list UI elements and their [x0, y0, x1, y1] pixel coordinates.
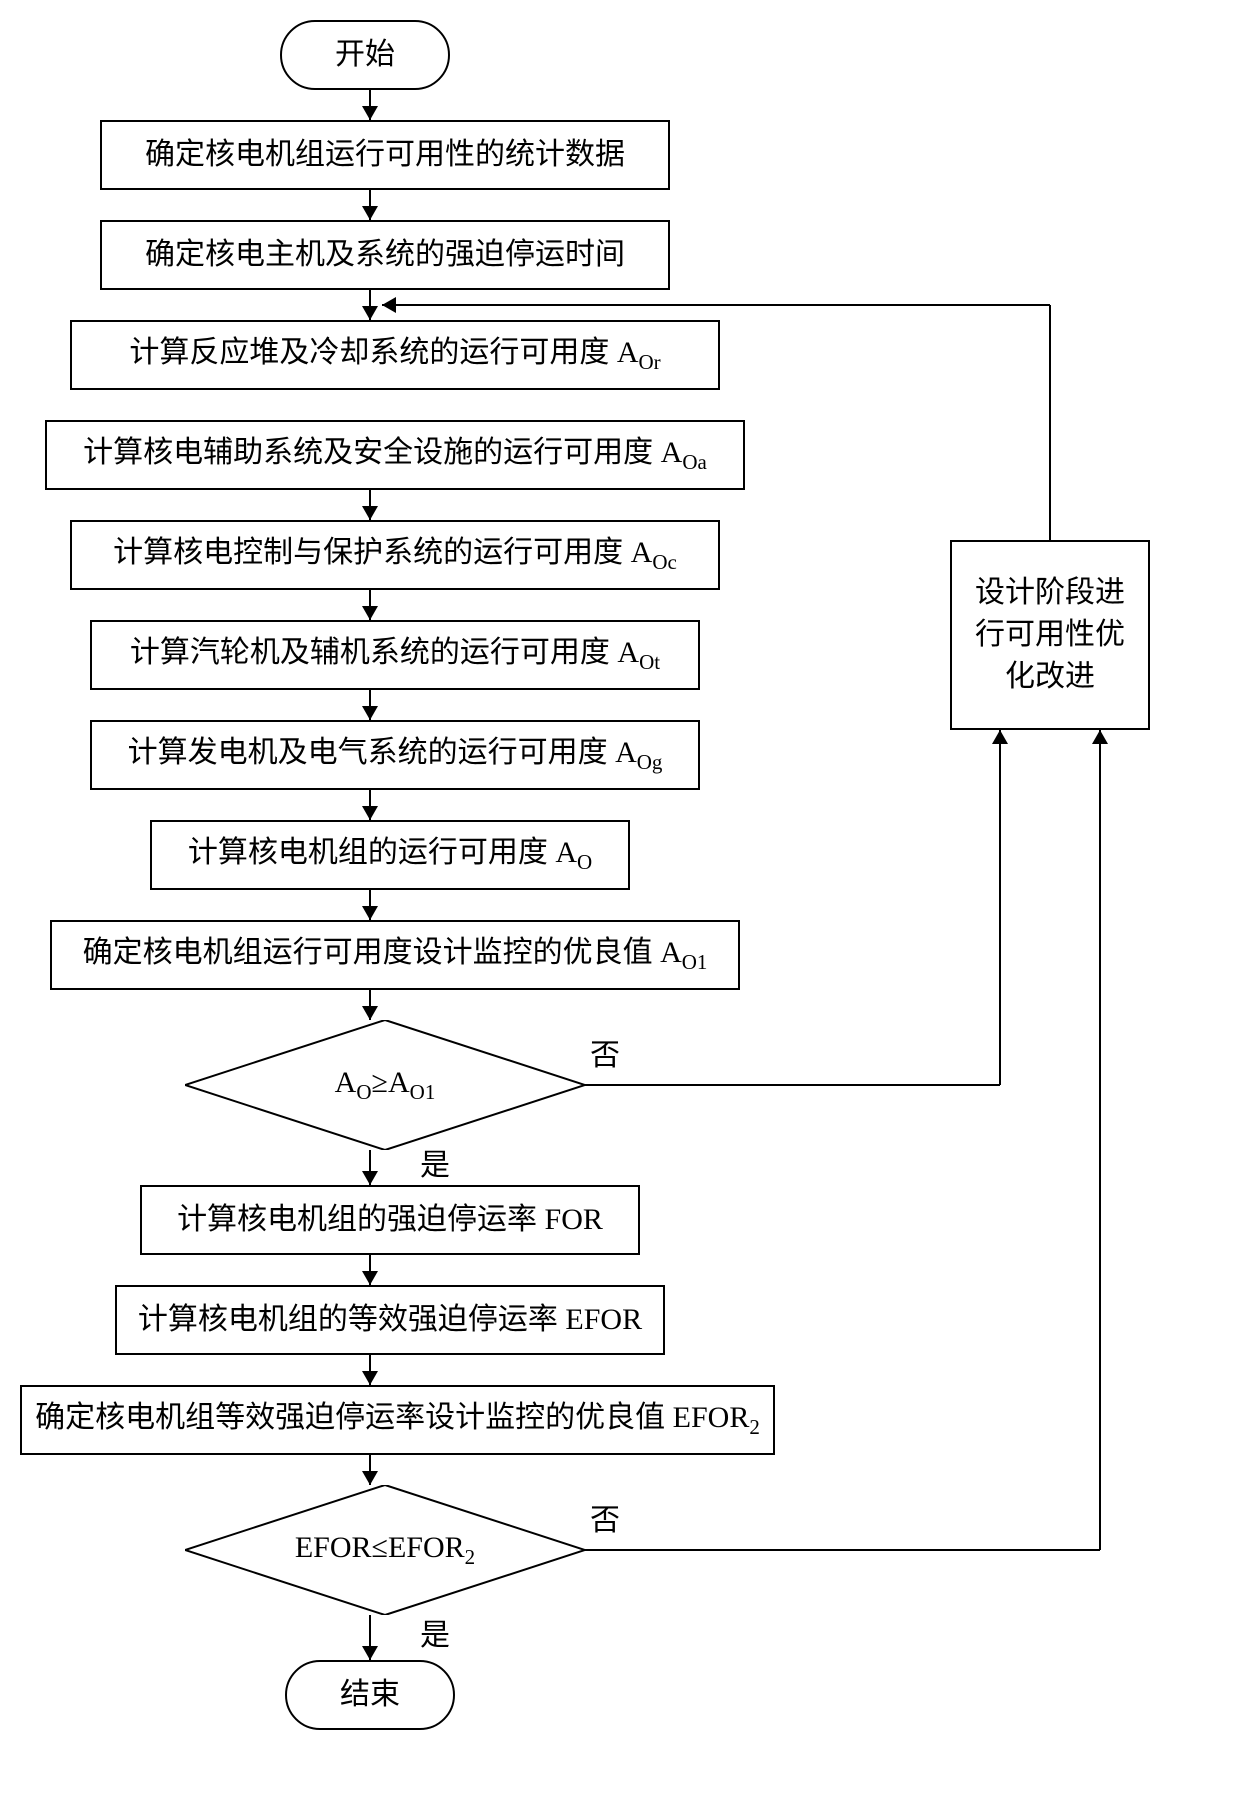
node-text-p6: 计算汽轮机及辅机系统的运行可用度 AOt [130, 632, 660, 677]
node-p9: 确定核电机组运行可用度设计监控的优良值 AO1 [50, 920, 740, 990]
node-p1: 确定核电机组运行可用性的统计数据 [100, 120, 670, 190]
arrow-head [362, 1646, 378, 1660]
arrow-head [362, 206, 378, 220]
node-text-p3: 计算反应堆及冷却系统的运行可用度 AOr [129, 332, 660, 377]
arrow-head [362, 306, 378, 320]
node-text-end: 结束 [340, 1674, 400, 1716]
node-text-p12: 确定核电机组等效强迫停运率设计监控的优良值 EFOR2 [35, 1397, 760, 1442]
node-p6: 计算汽轮机及辅机系统的运行可用度 AOt [90, 620, 700, 690]
node-d1: AO≥AO1 [185, 1020, 585, 1150]
node-text-opt: 设计阶段进行可用性优化改进 [975, 572, 1125, 698]
arrow-head [382, 297, 396, 313]
node-end: 结束 [285, 1660, 455, 1730]
node-p5: 计算核电控制与保护系统的运行可用度 AOc [70, 520, 720, 590]
label-d1_yes: 是 [420, 1140, 450, 1184]
flowchart-canvas: 开始确定核电机组运行可用性的统计数据确定核电主机及系统的强迫停运时间计算反应堆及… [20, 20, 1220, 1794]
arrow-head [362, 706, 378, 720]
node-text-p5: 计算核电控制与保护系统的运行可用度 AOc [113, 532, 677, 577]
node-text-start: 开始 [335, 34, 395, 76]
arrow-head [362, 806, 378, 820]
arrow-head [992, 730, 1008, 744]
connector-line [585, 1549, 1100, 1551]
node-text-p4: 计算核电辅助系统及安全设施的运行可用度 AOa [83, 432, 707, 477]
connector-line [1099, 730, 1101, 1550]
node-p12: 确定核电机组等效强迫停运率设计监控的优良值 EFOR2 [20, 1385, 775, 1455]
node-text-d1: AO≥AO1 [335, 1062, 436, 1107]
connector-line [382, 304, 1050, 306]
node-p7: 计算发电机及电气系统的运行可用度 AOg [90, 720, 700, 790]
node-p11: 计算核电机组的等效强迫停运率 EFOR [115, 1285, 665, 1355]
node-d2: EFOR≤EFOR2 [185, 1485, 585, 1615]
node-p8: 计算核电机组的运行可用度 AO [150, 820, 630, 890]
node-opt: 设计阶段进行可用性优化改进 [950, 540, 1150, 730]
connector-line [1049, 305, 1051, 540]
arrow-head [362, 106, 378, 120]
arrow-head [1092, 730, 1108, 744]
label-d2_yes: 是 [420, 1610, 450, 1654]
arrow-head [362, 1371, 378, 1385]
node-p4: 计算核电辅助系统及安全设施的运行可用度 AOa [45, 420, 745, 490]
arrow-head [362, 1006, 378, 1020]
node-start: 开始 [280, 20, 450, 90]
arrow-head [362, 1171, 378, 1185]
node-text-d2: EFOR≤EFOR2 [295, 1527, 475, 1572]
node-text-p2: 确定核电主机及系统的强迫停运时间 [145, 234, 625, 276]
node-text-p7: 计算发电机及电气系统的运行可用度 AOg [128, 732, 663, 777]
node-text-p1: 确定核电机组运行可用性的统计数据 [145, 134, 625, 176]
arrow-head [362, 1471, 378, 1485]
node-text-p10: 计算核电机组的强迫停运率 FOR [177, 1199, 603, 1241]
node-p10: 计算核电机组的强迫停运率 FOR [140, 1185, 640, 1255]
arrow-head [362, 506, 378, 520]
arrow-head [362, 606, 378, 620]
node-p2: 确定核电主机及系统的强迫停运时间 [100, 220, 670, 290]
node-text-p8: 计算核电机组的运行可用度 AO [188, 832, 592, 877]
arrow-head [362, 1271, 378, 1285]
arrow-head [362, 906, 378, 920]
node-text-p11: 计算核电机组的等效强迫停运率 EFOR [138, 1299, 642, 1341]
node-text-p9: 确定核电机组运行可用度设计监控的优良值 AO1 [83, 932, 708, 977]
connector-line [585, 1084, 1000, 1086]
node-p3: 计算反应堆及冷却系统的运行可用度 AOr [70, 320, 720, 390]
label-d2_no: 否 [590, 1495, 620, 1539]
label-d1_no: 否 [590, 1030, 620, 1074]
connector-line [999, 730, 1001, 1085]
